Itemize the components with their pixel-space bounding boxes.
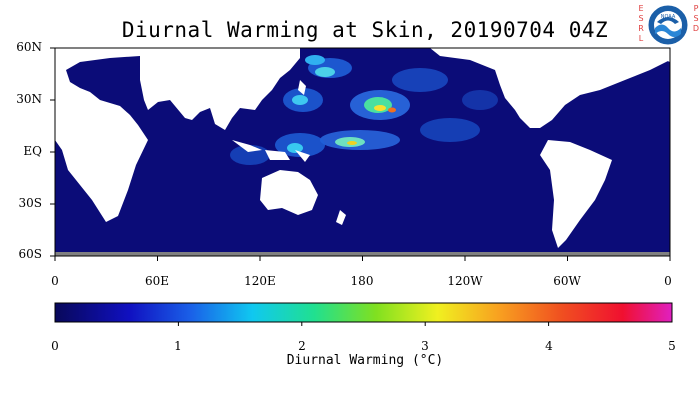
psd-letters: PSD [692, 4, 700, 33]
lon-label-60w: 60W [553, 274, 581, 288]
lon-label-120e: 120E [244, 274, 276, 288]
colorbar-tick-0: 0 [51, 339, 59, 353]
lat-label-60n: 60N [16, 40, 42, 54]
colorbar-label: Diurnal Warming (°C) [286, 353, 444, 368]
colorbar-tick-3: 3 [421, 339, 429, 353]
lat-label-30s: 30S [18, 196, 43, 210]
esrl-letters: ESRL [638, 4, 644, 43]
colorbar-tick-2: 2 [298, 339, 306, 353]
lon-label-60e: 60E [144, 274, 170, 288]
land-masses [55, 48, 670, 248]
noaa-badge-text: NOAA [661, 14, 676, 20]
lat-label-eq: EQ [23, 144, 42, 158]
map-title: Diurnal Warming at Skin, 20190704 04Z [121, 18, 609, 42]
colorbar-tick-1: 1 [174, 339, 182, 353]
antarctic-ice [55, 252, 670, 256]
noaa-logo-icon: NOAA [647, 4, 689, 46]
lon-label-120w: 120W [447, 274, 483, 288]
colorbar-ticks [177, 322, 550, 326]
lon-label-180: 180 [350, 274, 374, 288]
lon-label-0-east: 0 [664, 274, 672, 288]
lon-label-0: 0 [51, 274, 59, 288]
lon-ticks [54, 256, 671, 261]
lat-label-60s: 60S [18, 247, 43, 261]
colorbar-tick-5: 5 [668, 339, 676, 353]
lat-label-30n: 30N [16, 92, 42, 106]
colorbar-tick-4: 4 [545, 339, 553, 353]
colorbar-gradient [54, 302, 673, 323]
lat-ticks [50, 47, 55, 257]
